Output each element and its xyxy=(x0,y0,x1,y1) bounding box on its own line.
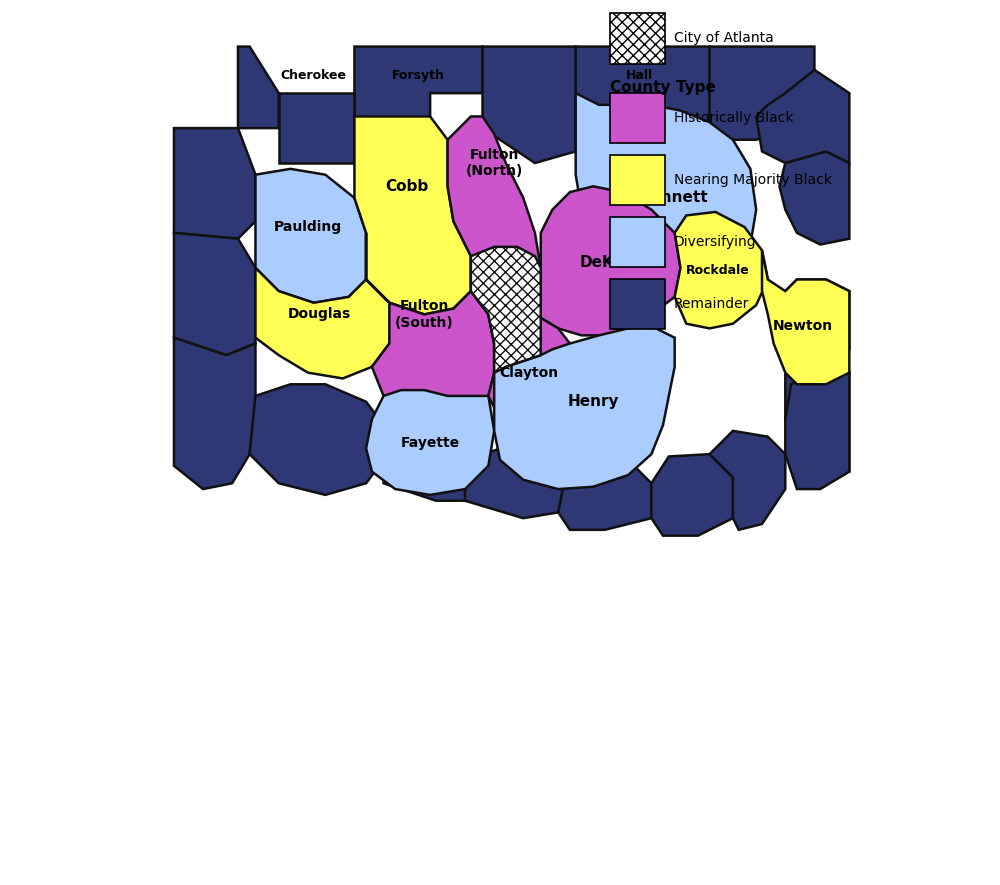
Polygon shape xyxy=(471,247,541,373)
Text: Paulding: Paulding xyxy=(274,220,342,234)
FancyBboxPatch shape xyxy=(610,279,665,329)
Polygon shape xyxy=(174,128,255,239)
Polygon shape xyxy=(762,250,849,384)
Polygon shape xyxy=(651,454,733,535)
Polygon shape xyxy=(576,93,756,291)
Text: Diversifying: Diversifying xyxy=(674,235,757,249)
Polygon shape xyxy=(279,93,354,163)
Polygon shape xyxy=(785,280,849,373)
Polygon shape xyxy=(354,47,483,140)
Polygon shape xyxy=(779,151,849,244)
FancyBboxPatch shape xyxy=(610,217,665,267)
Text: Nearing Majority Black: Nearing Majority Black xyxy=(674,173,832,187)
Polygon shape xyxy=(174,233,255,355)
Polygon shape xyxy=(250,384,384,495)
Polygon shape xyxy=(558,445,651,530)
Polygon shape xyxy=(238,47,279,128)
Polygon shape xyxy=(255,268,389,379)
Polygon shape xyxy=(785,373,849,489)
Text: Remainder: Remainder xyxy=(674,297,749,311)
Polygon shape xyxy=(756,70,849,163)
FancyBboxPatch shape xyxy=(610,93,665,143)
Text: Douglas: Douglas xyxy=(288,307,351,321)
Polygon shape xyxy=(710,47,814,140)
Text: DeKalb: DeKalb xyxy=(580,255,641,270)
Text: Fulton
(North): Fulton (North) xyxy=(465,148,523,178)
Polygon shape xyxy=(494,326,675,489)
Polygon shape xyxy=(483,47,576,163)
Polygon shape xyxy=(174,338,255,489)
Polygon shape xyxy=(488,314,576,421)
Polygon shape xyxy=(576,47,710,174)
Polygon shape xyxy=(535,187,680,335)
Text: Clayton: Clayton xyxy=(500,366,559,380)
Text: City of Atlanta: City of Atlanta xyxy=(674,32,774,45)
Text: Cobb: Cobb xyxy=(385,179,428,194)
FancyBboxPatch shape xyxy=(610,155,665,205)
Polygon shape xyxy=(255,169,366,303)
Polygon shape xyxy=(675,212,768,328)
Text: Rockdale: Rockdale xyxy=(686,264,750,277)
Text: Cherokee: Cherokee xyxy=(281,69,347,82)
Polygon shape xyxy=(366,233,494,419)
Text: Historically Black: Historically Black xyxy=(674,112,793,125)
Polygon shape xyxy=(512,408,593,483)
Polygon shape xyxy=(710,431,785,530)
Text: Henry: Henry xyxy=(567,394,619,409)
Text: Fayette: Fayette xyxy=(401,435,460,450)
Text: Hall: Hall xyxy=(626,69,653,82)
Polygon shape xyxy=(366,390,494,495)
Polygon shape xyxy=(448,117,541,326)
FancyBboxPatch shape xyxy=(610,13,665,64)
Polygon shape xyxy=(785,350,849,477)
Text: Newton: Newton xyxy=(773,319,833,333)
Text: County Type: County Type xyxy=(610,80,716,95)
Text: Gwinnett: Gwinnett xyxy=(630,190,708,205)
Polygon shape xyxy=(384,419,465,501)
Polygon shape xyxy=(354,117,471,314)
Text: Forsyth: Forsyth xyxy=(392,69,445,82)
Text: Fulton
(South): Fulton (South) xyxy=(395,299,454,329)
Polygon shape xyxy=(465,445,564,519)
